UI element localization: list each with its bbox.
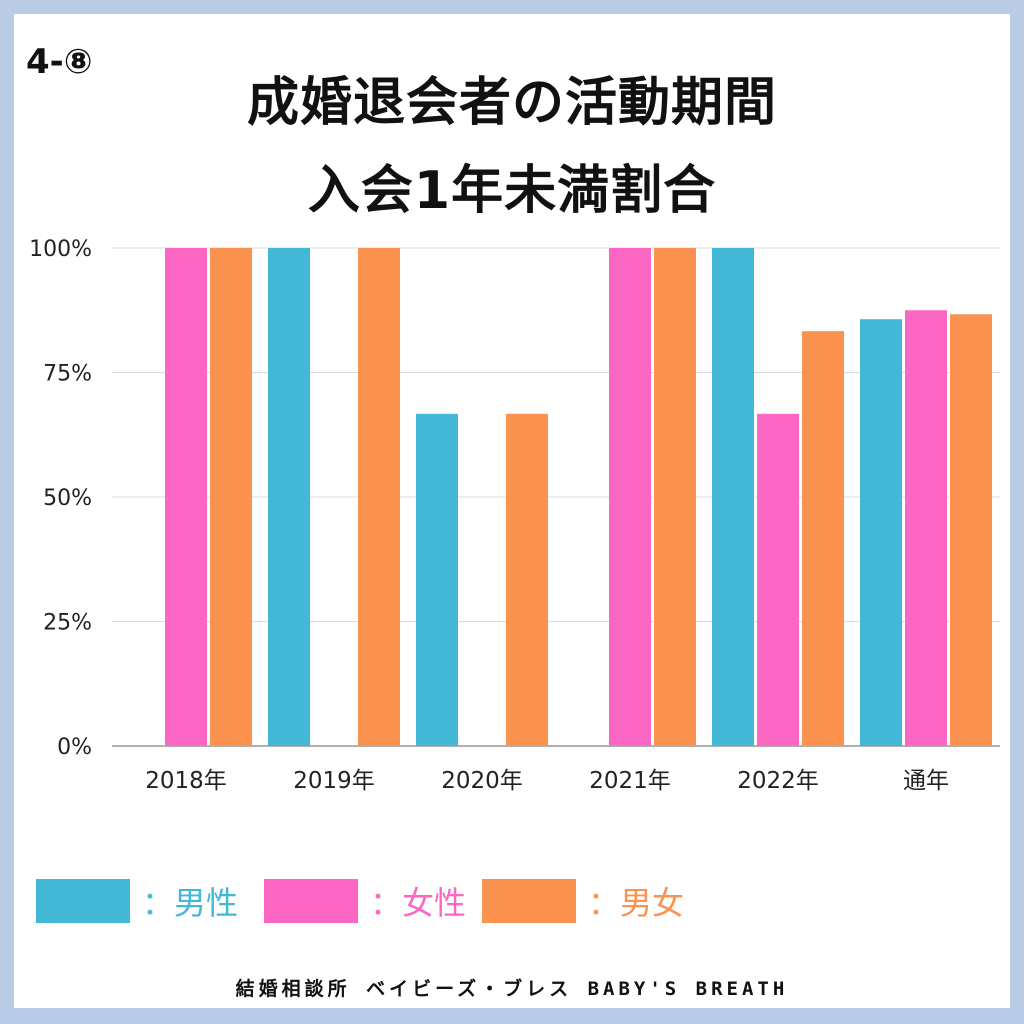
legend-item-both: ：男女 <box>482 876 684 926</box>
bar-male <box>416 413 458 746</box>
x-tick-label: 2019年 <box>293 768 375 794</box>
y-tick-label: 100% <box>29 237 92 262</box>
bar-chart: 0% 25% 50% 75% 100% 2018年 2019年 2020年 2021年 2022年… <box>29 237 1000 794</box>
legend: ：男性 ：女性 ：男女 <box>14 876 1010 926</box>
bar-both <box>654 248 696 746</box>
bar-female <box>905 310 947 746</box>
bar-female <box>609 248 651 746</box>
chart-title-line1: 成婚退会者の活動期間 <box>246 73 777 133</box>
bar-both <box>950 314 992 746</box>
legend-label-female: ：女性 <box>370 884 467 922</box>
x-tick-label: 通年 <box>903 768 949 794</box>
y-tick-label: 50% <box>43 486 92 511</box>
x-tick-label: 2020年 <box>441 768 523 794</box>
chart-title-line2: 入会1年未満割合 <box>307 161 717 221</box>
y-tick-label: 0% <box>57 735 92 760</box>
bar-both <box>358 248 400 746</box>
legend-label-male: ：男性 <box>142 884 239 922</box>
x-tick-label: 2018年 <box>145 768 227 794</box>
legend-item-female: ：女性 <box>264 876 466 926</box>
bar-male <box>860 319 902 746</box>
y-tick-label: 75% <box>43 362 92 387</box>
legend-swatch-both <box>482 879 576 923</box>
bar-female <box>757 413 799 746</box>
bar-male <box>712 248 754 746</box>
figure-number: 4-⑧ <box>26 42 93 82</box>
bar-both <box>506 413 548 746</box>
legend-swatch-male <box>36 879 130 923</box>
legend-swatch-female <box>264 879 358 923</box>
bar-both <box>802 331 844 746</box>
legend-label-both: ：男女 <box>588 884 685 922</box>
chart-card: 4-⑧ 成婚退会者の活動期間 入会1年未満割合 0% 25% 50% 75% 100% 2… <box>14 14 1010 1008</box>
x-tick-label: 2021年 <box>589 768 671 794</box>
y-tick-label: 25% <box>43 611 92 636</box>
legend-item-male: ：男性 <box>36 876 238 926</box>
footer-credit: 結婚相談所 ベイビーズ・ブレス BABY'S BREATH <box>235 978 789 1000</box>
bar-both <box>210 248 252 746</box>
bar-female <box>165 248 207 746</box>
x-tick-label: 2022年 <box>737 768 819 794</box>
bar-male <box>268 248 310 746</box>
